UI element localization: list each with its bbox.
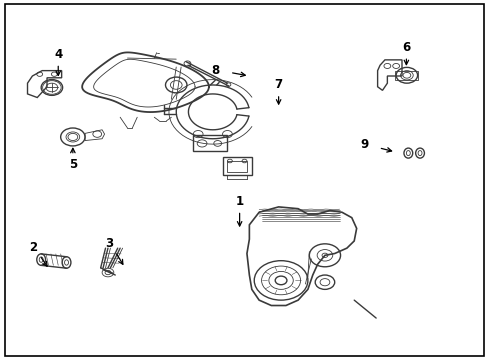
Text: 9: 9 xyxy=(360,138,368,151)
Text: 8: 8 xyxy=(211,64,219,77)
Text: 4: 4 xyxy=(54,48,62,61)
Text: 3: 3 xyxy=(105,237,113,250)
Text: 6: 6 xyxy=(402,41,409,54)
Bar xyxy=(193,135,227,151)
Bar xyxy=(227,161,246,172)
Text: 5: 5 xyxy=(69,158,77,171)
Text: 1: 1 xyxy=(235,195,243,208)
Text: 7: 7 xyxy=(274,78,282,91)
Text: 2: 2 xyxy=(29,241,37,254)
Bar xyxy=(222,157,251,175)
